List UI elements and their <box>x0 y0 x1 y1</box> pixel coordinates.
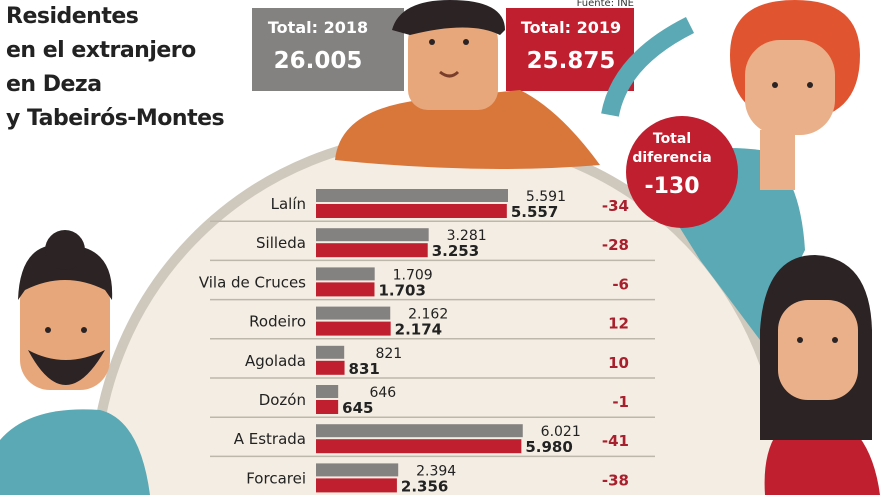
bar-2018 <box>316 385 339 398</box>
total-2019-box <box>506 8 634 91</box>
difference-label: -41 <box>602 432 629 450</box>
category-label: A Estrada <box>234 430 306 448</box>
bar-2019 <box>316 400 339 414</box>
value-label-2019: 5.557 <box>511 203 558 221</box>
difference-label: -38 <box>602 471 629 489</box>
background-circle <box>95 135 785 495</box>
difference-label: -34 <box>602 197 629 215</box>
category-label: Dozón <box>259 391 306 409</box>
value-label-2019: 2.356 <box>401 477 448 495</box>
title-line: Residentes <box>6 4 139 29</box>
bar-2018 <box>316 228 429 242</box>
bar-2019 <box>316 282 375 297</box>
total-2018-label: Total: 2018 <box>268 18 368 37</box>
bar-2018 <box>316 306 391 320</box>
total-2019-value: 25.875 <box>527 48 616 74</box>
bar-2019 <box>316 321 391 336</box>
value-label-2019: 831 <box>349 360 380 378</box>
value-label-2019: 5.980 <box>525 438 572 456</box>
bar-2018 <box>316 345 345 359</box>
category-label: Vila de Cruces <box>199 273 306 291</box>
category-label: Forcarei <box>246 469 306 487</box>
bar-2018 <box>316 189 508 202</box>
value-label-2019: 2.174 <box>395 321 442 339</box>
difference-label: 12 <box>608 315 629 333</box>
illustration-man-center <box>335 0 600 169</box>
total-difference-value: -130 <box>644 174 699 199</box>
total-difference-label-1: Total <box>653 131 691 147</box>
title-line: en Deza <box>6 72 102 97</box>
bar-2019 <box>316 204 507 218</box>
value-label-2018: 821 <box>375 346 402 362</box>
difference-label: -6 <box>612 275 629 293</box>
total-2019-label: Total: 2019 <box>521 18 621 37</box>
total-difference-badge <box>626 116 738 228</box>
total-2018-box <box>252 8 404 91</box>
difference-label: -28 <box>602 236 629 254</box>
total-difference-label-2: diferencia <box>632 150 711 166</box>
value-label-2018: 646 <box>369 385 396 401</box>
bar-2019 <box>316 360 345 375</box>
source-label: Fuente: INE <box>577 0 634 9</box>
illustration-man-beard <box>0 230 150 495</box>
title-line: y Tabeirós-Montes <box>6 106 225 131</box>
value-label-2019: 3.253 <box>432 242 479 260</box>
value-label-2018: 5.591 <box>526 189 566 205</box>
title-line: en el extranjero <box>6 38 196 63</box>
bar-2019 <box>316 243 428 258</box>
value-label-2018: 2.162 <box>408 307 448 323</box>
bar-2019 <box>316 478 397 493</box>
category-label: Lalín <box>271 195 306 213</box>
illustration-woman-darkhair <box>760 255 880 495</box>
bar-2018 <box>316 463 399 477</box>
chart-title: Residentes en el extranjero en Deza y Ta… <box>6 0 225 136</box>
value-label-2018: 6.021 <box>541 424 581 440</box>
bar-2019 <box>316 439 522 454</box>
bar-2018 <box>316 267 375 281</box>
value-label-2019: 1.703 <box>378 281 425 299</box>
value-label-2018: 3.281 <box>447 228 487 244</box>
category-label: Agolada <box>245 352 306 370</box>
value-label-2019: 645 <box>342 399 373 417</box>
difference-label: 10 <box>608 354 629 372</box>
category-label: Rodeiro <box>249 313 306 331</box>
bar-2018 <box>316 424 523 438</box>
total-2018-value: 26.005 <box>274 48 363 74</box>
category-label: Silleda <box>256 234 306 252</box>
value-label-2018: 2.394 <box>416 463 456 479</box>
value-label-2018: 1.709 <box>393 267 433 283</box>
difference-label: -1 <box>612 393 629 411</box>
